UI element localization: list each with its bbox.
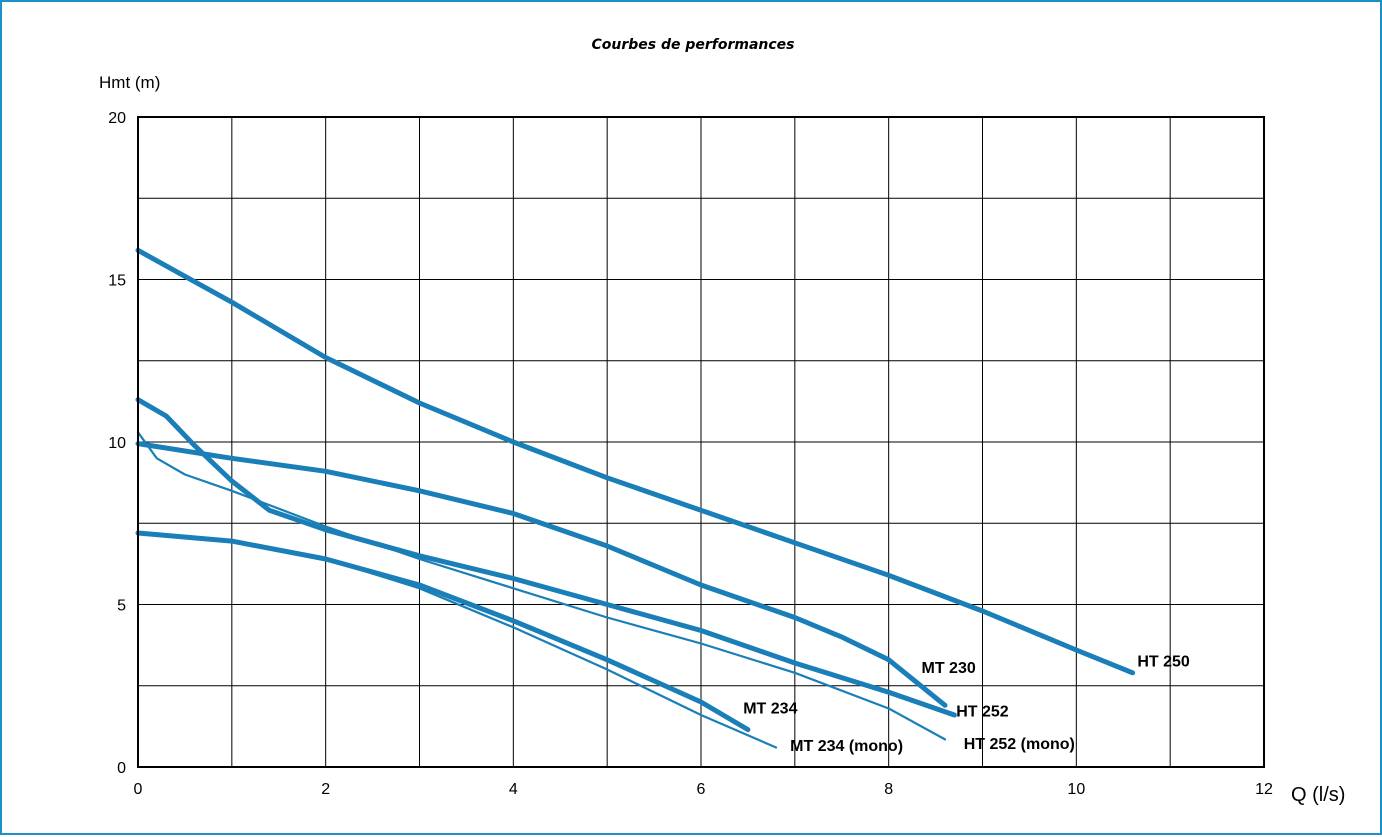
x-tick-label: 6 [697,781,706,798]
series-label: MT 234 (mono) [790,738,903,755]
series-label: MT 230 [922,660,976,677]
x-tick-labels: 0 2 4 6 8 10 12 [134,781,1273,798]
y-axis-label: Hmt (m) [99,73,160,92]
chart-title: Courbes de performances [591,37,794,53]
y-tick-label: 0 [117,760,126,777]
y-tick-label: 15 [108,273,126,290]
series-label: HT 252 [956,704,1009,721]
y-tick-label: 10 [108,435,126,452]
series-labels: HT 250 MT 230 HT 252 HT 252 (mono) MT 234 MT … [743,653,1190,755]
series-label: HT 252 (mono) [964,736,1075,753]
x-tick-label: 10 [1067,781,1085,798]
x-tick-label: 12 [1255,781,1273,798]
series-label: HT 250 [1137,653,1190,670]
grid [138,117,1264,767]
x-tick-label: 4 [509,781,518,798]
series-label: MT 234 [743,700,797,717]
y-tick-label: 20 [108,110,126,127]
series-line-ht-252-mono [136,431,947,741]
series-line-ht-252 [135,397,957,718]
x-axis-label: Q (l/s) [1291,784,1345,806]
series-line-mt-230 [135,441,948,708]
y-tick-label: 5 [117,598,126,615]
x-tick-label: 8 [884,781,893,798]
y-tick-labels: 0 5 10 15 20 [108,110,126,777]
plot-border [137,116,1265,768]
x-tick-label: 0 [134,781,143,798]
x-tick-label: 2 [321,781,330,798]
series-lines [135,247,1136,749]
series-line-mt-234-mono [136,531,778,749]
series-line-ht-250 [135,247,1136,676]
